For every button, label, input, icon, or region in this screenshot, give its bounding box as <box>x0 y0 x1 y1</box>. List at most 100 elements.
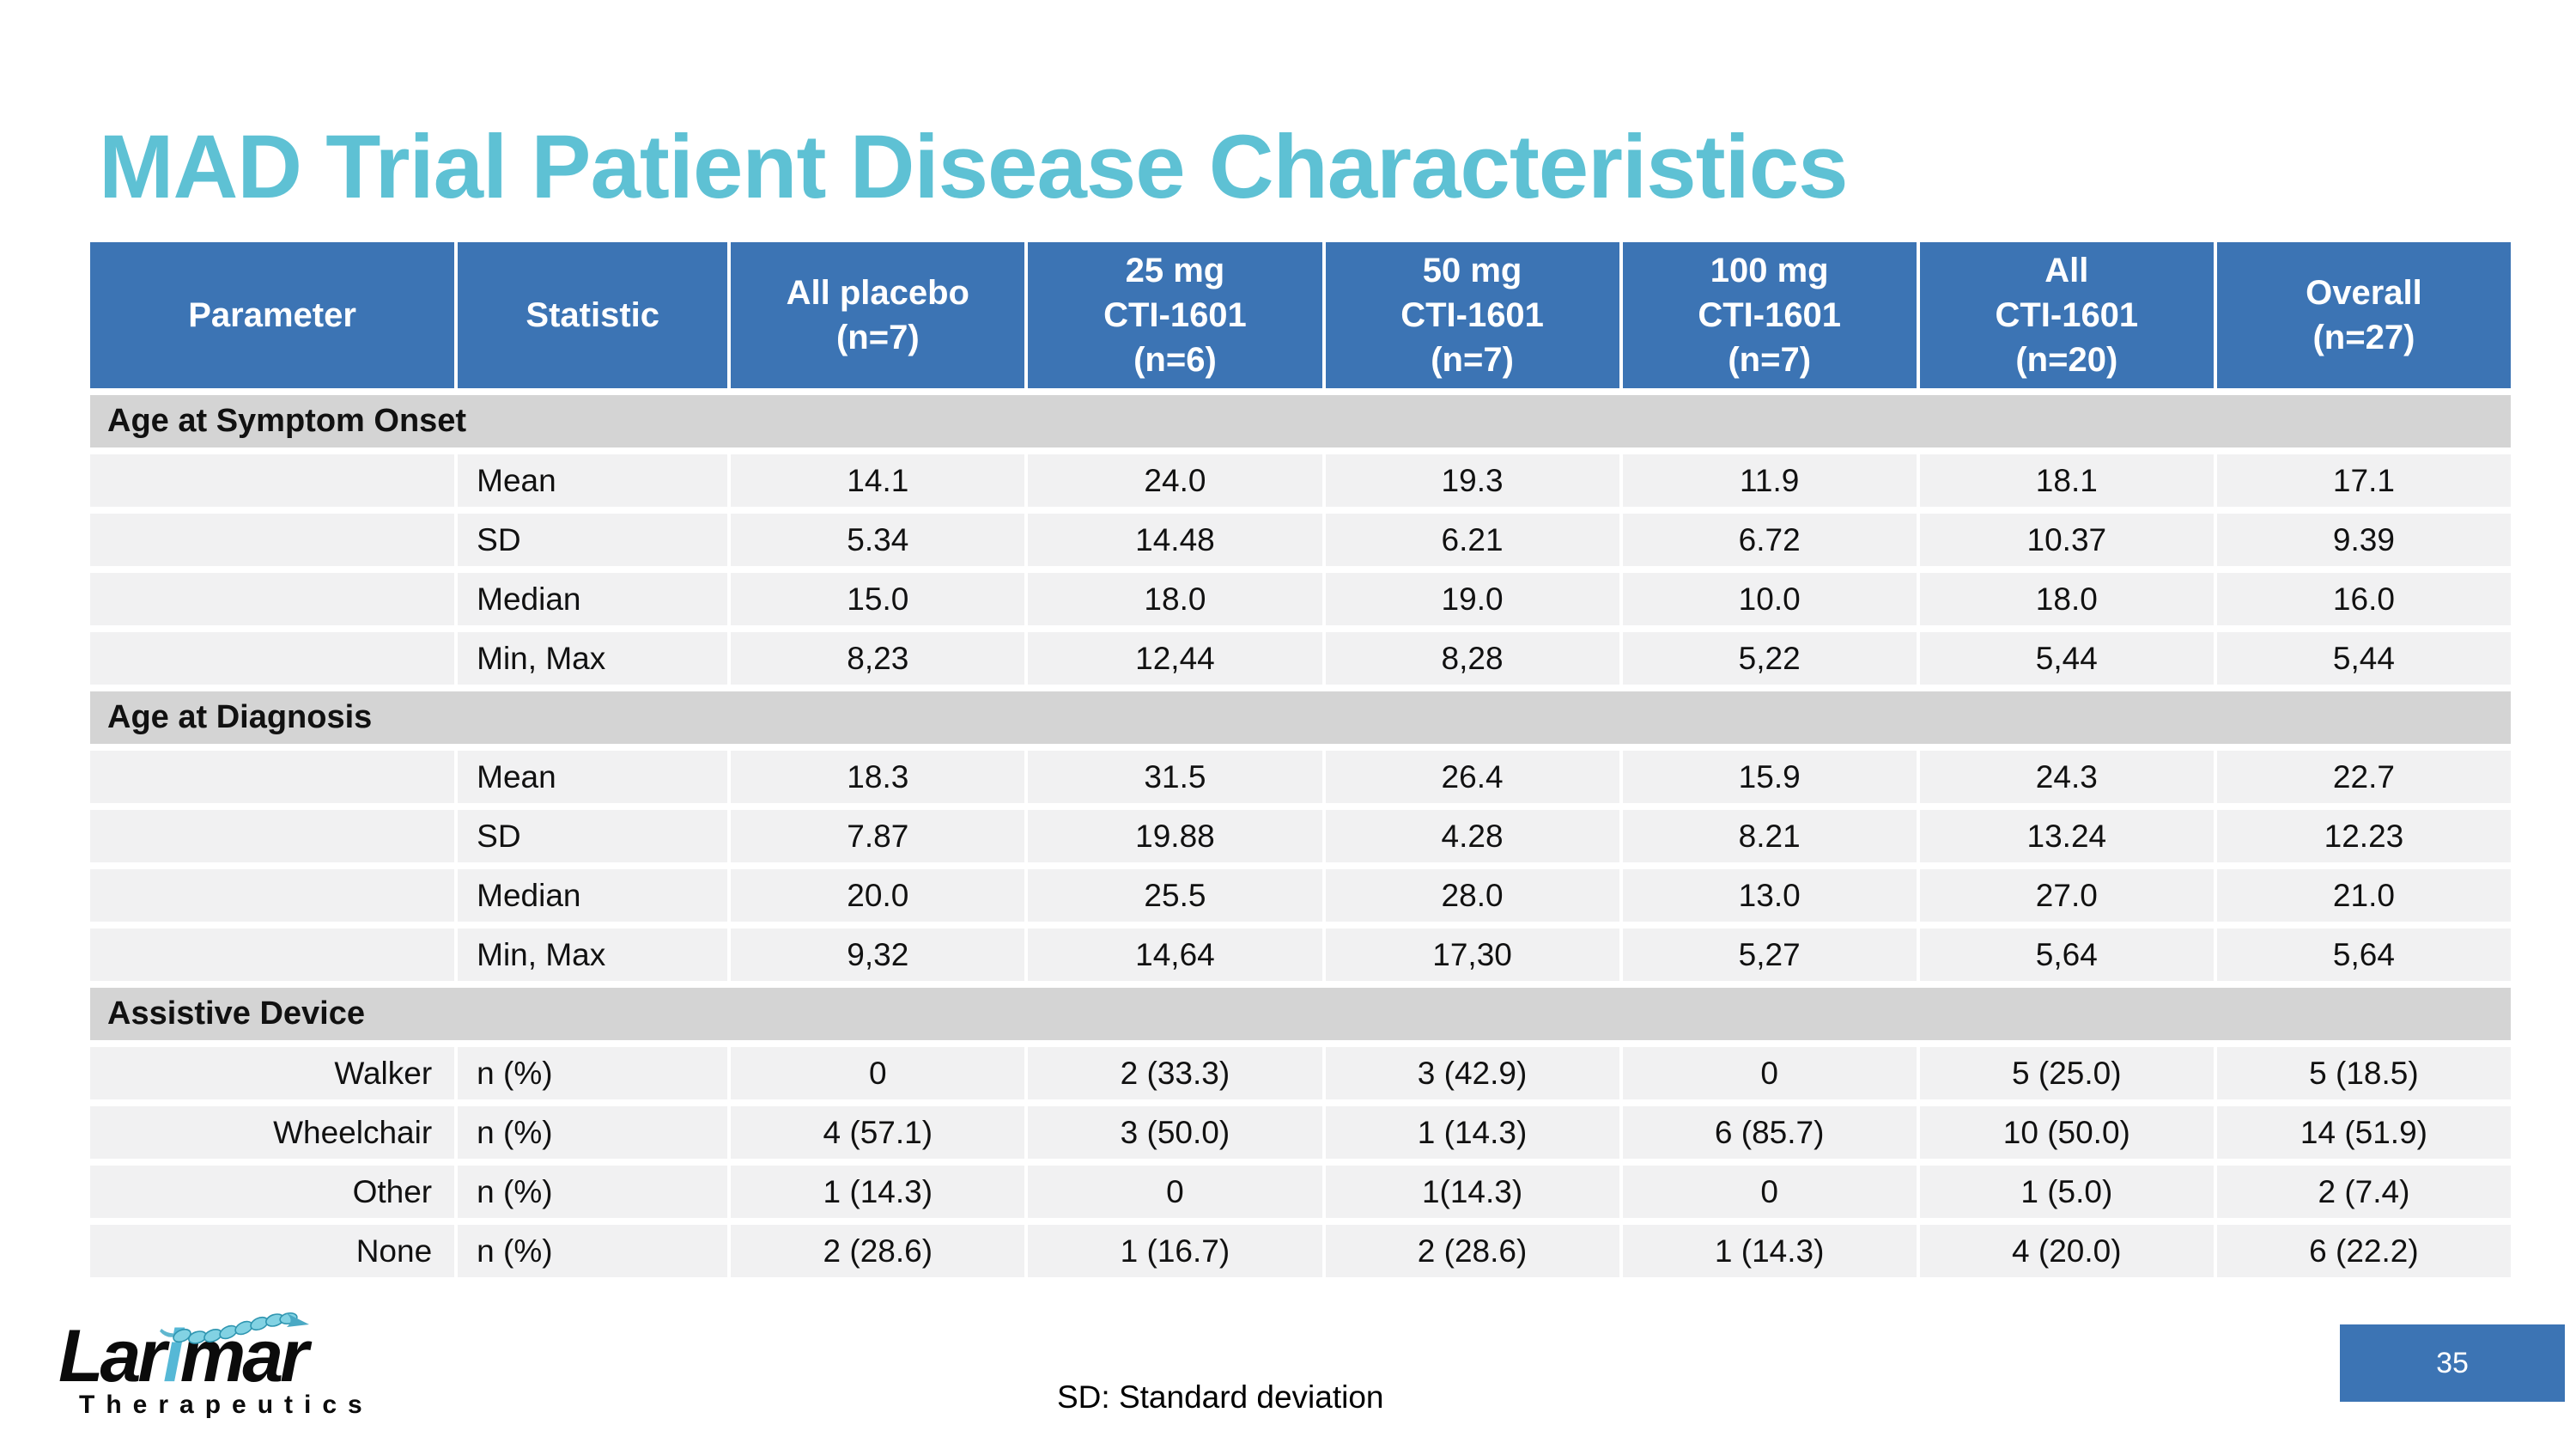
cell-value: 5,44 <box>2216 632 2511 685</box>
cell-value: 0 <box>1622 1047 1917 1099</box>
cell-value: 13.0 <box>1622 869 1917 922</box>
section-header-row: Assistive Device <box>90 988 2511 1040</box>
cell-value: 1(14.3) <box>1325 1166 1619 1218</box>
cell-value: 8,23 <box>731 632 1025 685</box>
cell-value: 0 <box>731 1047 1025 1099</box>
cell-value: 16.0 <box>2216 573 2511 625</box>
cell-value: 18.0 <box>1919 573 2214 625</box>
cell-parameter: Other <box>90 1166 455 1218</box>
cell-value: 5,64 <box>1919 928 2214 981</box>
cell-value: 31.5 <box>1028 751 1322 803</box>
sd-footnote: SD: Standard deviation <box>1057 1379 1384 1415</box>
cell-value: 15.9 <box>1622 751 1917 803</box>
cell-value: 2 (28.6) <box>1325 1225 1619 1277</box>
col-header-parameter: Parameter <box>90 242 455 388</box>
cell-value: 1 (14.3) <box>1622 1225 1917 1277</box>
cell-value: 14 (51.9) <box>2216 1106 2511 1159</box>
cell-value: 2 (33.3) <box>1028 1047 1322 1099</box>
cell-value: 15.0 <box>731 573 1025 625</box>
cell-value: 5.34 <box>731 514 1025 566</box>
cell-parameter <box>90 869 455 922</box>
cell-value: 12,44 <box>1028 632 1322 685</box>
cell-value: 17.1 <box>2216 454 2511 507</box>
cell-value: 3 (50.0) <box>1028 1106 1322 1159</box>
cell-value: 24.0 <box>1028 454 1322 507</box>
cell-value: 10 (50.0) <box>1919 1106 2214 1159</box>
cell-parameter: Walker <box>90 1047 455 1099</box>
cell-parameter <box>90 632 455 685</box>
col-header-all-cti: All CTI-1601 (n=20) <box>1919 242 2214 388</box>
cell-value: 5,22 <box>1622 632 1917 685</box>
cell-parameter <box>90 751 455 803</box>
cell-value: 5,44 <box>1919 632 2214 685</box>
cell-value: 9.39 <box>2216 514 2511 566</box>
cell-value: 18.3 <box>731 751 1025 803</box>
section-header-row: Age at Symptom Onset <box>90 395 2511 447</box>
cell-value: 1 (5.0) <box>1919 1166 2214 1218</box>
cell-value: 28.0 <box>1325 869 1619 922</box>
cell-value: 12.23 <box>2216 810 2511 862</box>
cell-statistic: Median <box>458 869 728 922</box>
cell-value: 1 (14.3) <box>1325 1106 1619 1159</box>
page-number-badge: 35 <box>2340 1324 2565 1402</box>
cell-value: 14.48 <box>1028 514 1322 566</box>
page-title: MAD Trial Patient Disease Characteristic… <box>99 117 1849 217</box>
cell-value: 2 (7.4) <box>2216 1166 2511 1218</box>
cell-parameter <box>90 573 455 625</box>
cell-value: 13.24 <box>1919 810 2214 862</box>
cell-statistic: Mean <box>458 751 728 803</box>
cell-statistic: n (%) <box>458 1106 728 1159</box>
cell-statistic: Mean <box>458 454 728 507</box>
col-header-25mg: 25 mg CTI-1601 (n=6) <box>1028 242 1322 388</box>
cell-value: 24.3 <box>1919 751 2214 803</box>
cell-value: 19.3 <box>1325 454 1619 507</box>
cell-value: 20.0 <box>731 869 1025 922</box>
helix-ribbon-icon <box>160 1312 309 1344</box>
cell-statistic: n (%) <box>458 1047 728 1099</box>
cell-value: 2 (28.6) <box>731 1225 1025 1277</box>
cell-value: 0 <box>1028 1166 1322 1218</box>
cell-value: 19.0 <box>1325 573 1619 625</box>
col-header-all-placebo: All placebo (n=7) <box>731 242 1025 388</box>
cell-value: 1 (16.7) <box>1028 1225 1322 1277</box>
col-header-100mg: 100 mg CTI-1601 (n=7) <box>1622 242 1917 388</box>
cell-statistic: SD <box>458 514 728 566</box>
cell-value: 21.0 <box>2216 869 2511 922</box>
section-header-row: Age at Diagnosis <box>90 691 2511 744</box>
logo-subtitle: Therapeutics <box>79 1391 374 1419</box>
cell-value: 19.88 <box>1028 810 1322 862</box>
cell-value: 6 (22.2) <box>2216 1225 2511 1277</box>
cell-value: 25.5 <box>1028 869 1322 922</box>
logo-wordmark: Larimar <box>58 1319 309 1393</box>
cell-statistic: n (%) <box>458 1166 728 1218</box>
disease-characteristics-table: Parameter Statistic All placebo (n=7) 25… <box>90 242 2511 1277</box>
cell-value: 11.9 <box>1622 454 1917 507</box>
cell-value: 6 (85.7) <box>1622 1106 1917 1159</box>
cell-parameter <box>90 514 455 566</box>
cell-parameter: None <box>90 1225 455 1277</box>
cell-statistic: SD <box>458 810 728 862</box>
cell-statistic: n (%) <box>458 1225 728 1277</box>
cell-value: 14,64 <box>1028 928 1322 981</box>
cell-value: 17,30 <box>1325 928 1619 981</box>
cell-parameter <box>90 810 455 862</box>
cell-value: 10.37 <box>1919 514 2214 566</box>
cell-value: 14.1 <box>731 454 1025 507</box>
cell-value: 3 (42.9) <box>1325 1047 1619 1099</box>
larimar-logo: Larimar Therapeutics <box>58 1307 362 1428</box>
cell-statistic: Min, Max <box>458 632 728 685</box>
cell-statistic: Median <box>458 573 728 625</box>
cell-value: 0 <box>1622 1166 1917 1218</box>
cell-value: 27.0 <box>1919 869 2214 922</box>
cell-value: 10.0 <box>1622 573 1917 625</box>
cell-value: 8,28 <box>1325 632 1619 685</box>
col-header-50mg: 50 mg CTI-1601 (n=7) <box>1325 242 1619 388</box>
cell-value: 26.4 <box>1325 751 1619 803</box>
col-header-overall: Overall (n=27) <box>2216 242 2511 388</box>
col-header-statistic: Statistic <box>458 242 728 388</box>
cell-value: 5,64 <box>2216 928 2511 981</box>
cell-value: 22.7 <box>2216 751 2511 803</box>
cell-value: 4 (20.0) <box>1919 1225 2214 1277</box>
cell-value: 4 (57.1) <box>731 1106 1025 1159</box>
